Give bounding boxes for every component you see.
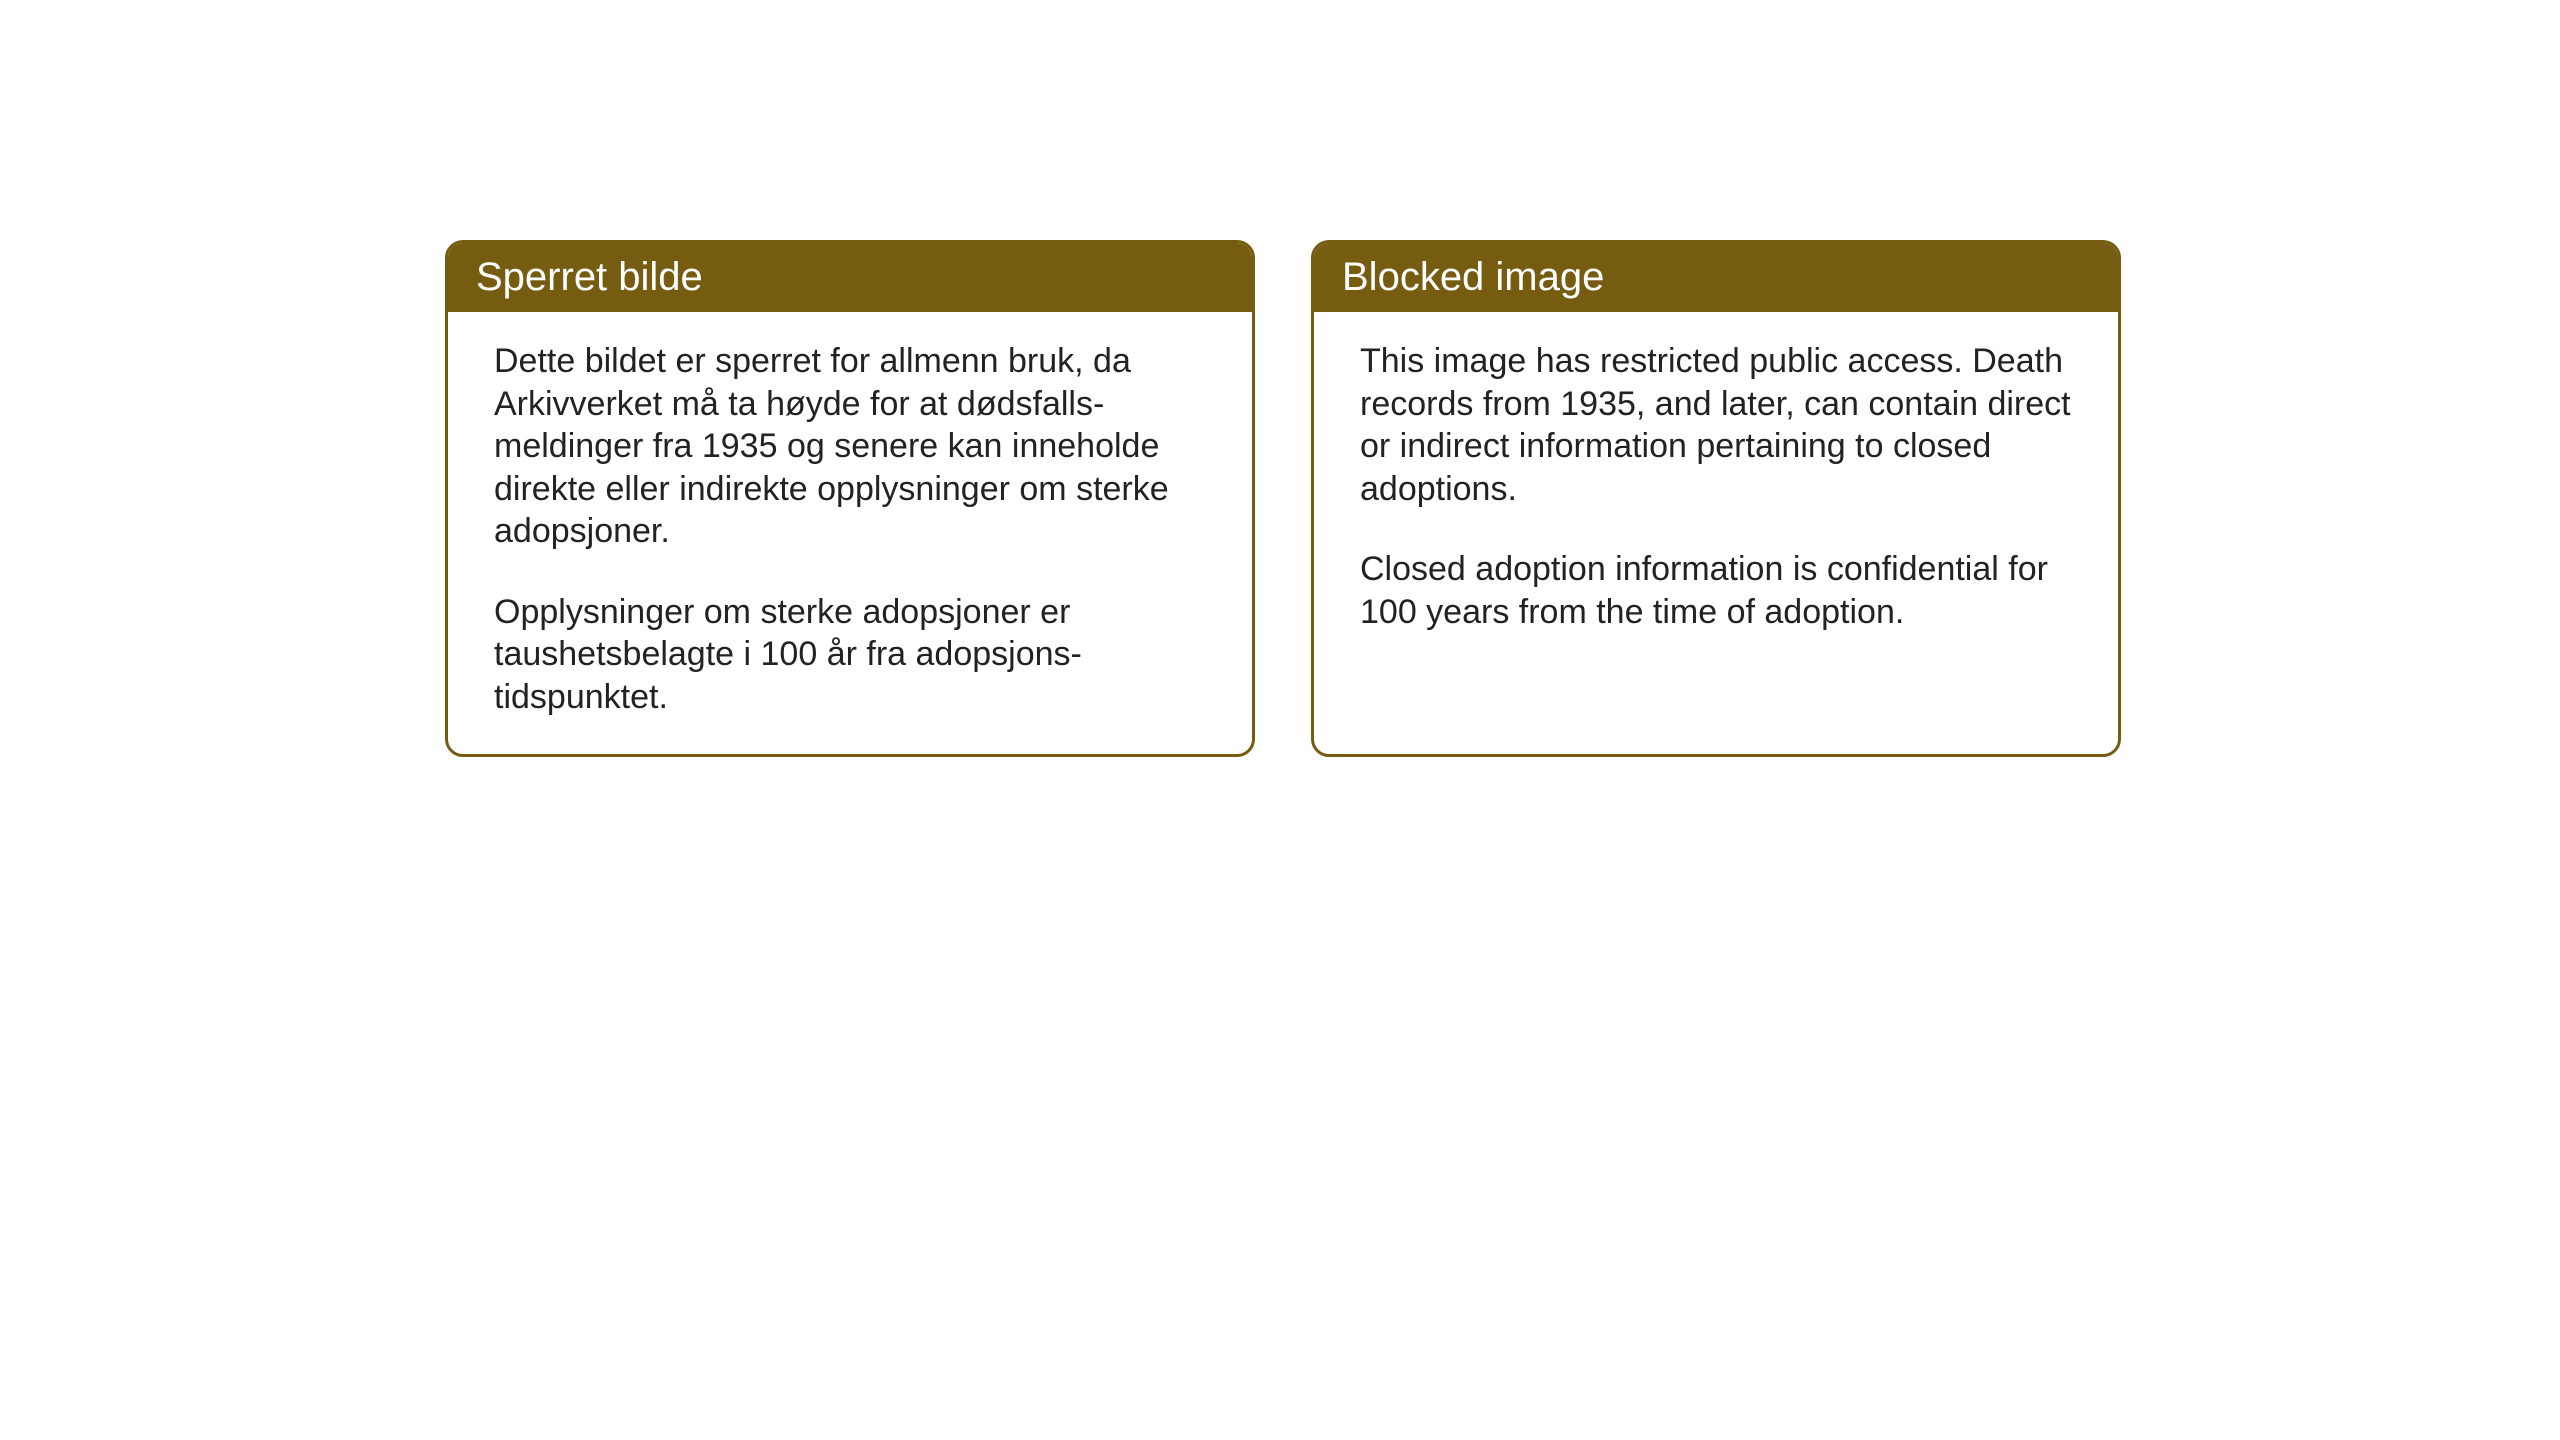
- english-paragraph-1: This image has restricted public access.…: [1360, 340, 2072, 510]
- english-card-title: Blocked image: [1314, 243, 2118, 312]
- norwegian-card-title: Sperret bilde: [448, 243, 1252, 312]
- cards-container: Sperret bilde Dette bildet er sperret fo…: [445, 240, 2121, 757]
- norwegian-paragraph-1: Dette bildet er sperret for allmenn bruk…: [494, 340, 1206, 553]
- english-card-body: This image has restricted public access.…: [1314, 312, 2118, 669]
- english-paragraph-2: Closed adoption information is confident…: [1360, 548, 2072, 633]
- norwegian-card: Sperret bilde Dette bildet er sperret fo…: [445, 240, 1255, 757]
- norwegian-card-body: Dette bildet er sperret for allmenn bruk…: [448, 312, 1252, 754]
- english-card: Blocked image This image has restricted …: [1311, 240, 2121, 757]
- norwegian-paragraph-2: Opplysninger om sterke adopsjoner er tau…: [494, 591, 1206, 719]
